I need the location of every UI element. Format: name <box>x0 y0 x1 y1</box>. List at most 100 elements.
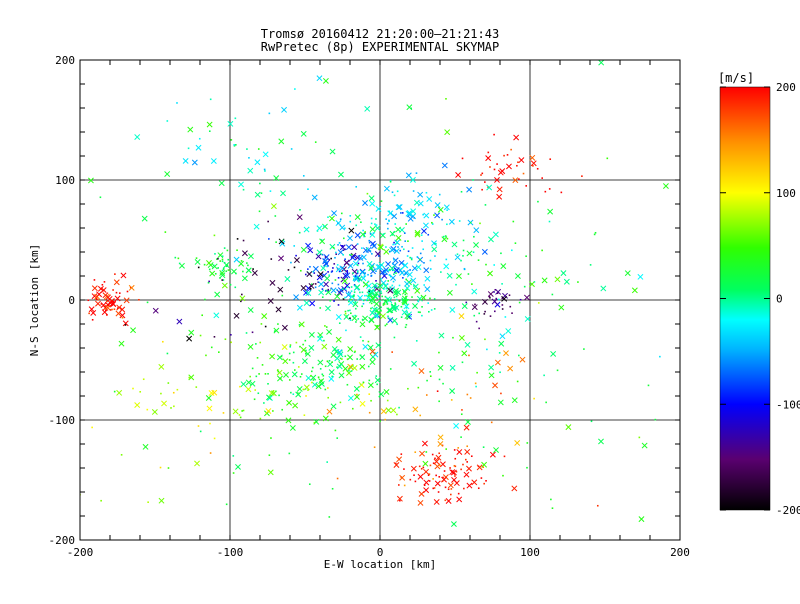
data-point-x <box>369 348 376 355</box>
data-point-dot <box>281 294 284 297</box>
data-point-dot <box>431 453 434 456</box>
data-point-dot <box>371 253 373 255</box>
data-point-dot <box>93 279 96 281</box>
data-point-x <box>624 270 631 277</box>
data-point-dot <box>378 295 381 298</box>
data-point-dot <box>393 258 395 261</box>
data-point-x <box>359 400 366 407</box>
data-point-x <box>419 450 425 457</box>
data-point-x <box>273 175 280 182</box>
data-point-x <box>401 288 408 295</box>
data-point-dot <box>91 318 94 321</box>
data-point-x <box>182 157 189 164</box>
data-point-dot <box>525 255 527 258</box>
data-point-dot <box>438 378 441 381</box>
data-point-dot <box>469 397 472 399</box>
data-point-x <box>450 521 457 528</box>
data-point-dot <box>497 298 500 301</box>
data-point-dot <box>213 437 216 440</box>
data-point-dot <box>335 251 337 254</box>
data-point-dot <box>482 466 485 469</box>
data-point-x <box>518 157 525 164</box>
data-point-x <box>214 291 221 298</box>
data-point-dot <box>404 326 407 329</box>
data-point-x <box>340 266 347 273</box>
data-point-x <box>336 363 343 370</box>
data-point-x <box>494 359 501 366</box>
data-point-dot <box>427 233 430 236</box>
data-point-dot <box>296 392 299 394</box>
data-point-x <box>446 289 453 296</box>
data-point-dot <box>342 288 344 291</box>
data-point-x <box>331 210 338 217</box>
data-point-dot <box>460 468 462 471</box>
data-point-x <box>386 307 393 314</box>
data-point-x <box>395 204 402 211</box>
data-point-dot <box>431 223 434 225</box>
data-point-dot <box>458 220 461 222</box>
data-point-x <box>446 272 453 279</box>
data-point-x <box>529 154 536 161</box>
data-point-dot <box>400 212 402 214</box>
data-point-dot <box>272 390 275 392</box>
data-point-dot <box>366 299 368 302</box>
data-point-x <box>375 342 382 349</box>
data-point-x <box>362 200 368 206</box>
data-point-dot <box>543 374 545 377</box>
data-point-dot <box>416 256 419 258</box>
data-point-x <box>254 191 261 198</box>
data-point-x <box>424 275 431 282</box>
data-point-x <box>541 277 548 284</box>
data-point-dot <box>466 461 469 463</box>
data-point-dot <box>439 464 441 467</box>
data-point-x <box>466 250 473 257</box>
data-point-x <box>513 134 520 141</box>
data-point-dot <box>322 374 325 377</box>
data-point-dot <box>356 272 359 275</box>
data-point-dot <box>164 231 167 233</box>
data-point-x <box>493 447 499 454</box>
data-point-x <box>495 288 502 295</box>
data-point-dot <box>267 220 269 223</box>
data-point-x <box>488 236 494 243</box>
data-point-dot <box>352 295 355 298</box>
data-point-x <box>329 148 336 155</box>
data-point-dot <box>550 498 552 501</box>
data-point-dot <box>442 382 444 385</box>
data-point-dot <box>367 291 370 294</box>
data-point-x <box>456 449 463 456</box>
data-point-x <box>443 204 450 211</box>
data-point-dot <box>510 148 512 151</box>
data-point-dot <box>496 163 498 165</box>
data-point-dot <box>375 270 377 272</box>
data-point-x <box>176 318 183 325</box>
data-point-dot <box>336 477 339 480</box>
data-point-dot <box>349 220 352 223</box>
data-point-dot <box>526 442 529 444</box>
data-point-x <box>389 247 396 253</box>
data-point-dot <box>380 306 382 309</box>
data-point-x <box>280 190 286 197</box>
data-point-x <box>405 172 412 179</box>
data-point-x <box>463 471 470 478</box>
data-point-dot <box>327 396 330 399</box>
data-point-dot <box>441 218 443 221</box>
data-point-dot <box>230 334 232 336</box>
data-point-dot <box>372 290 375 292</box>
data-point-x <box>249 380 256 387</box>
data-point-x <box>641 442 648 449</box>
data-point-dot <box>489 296 491 299</box>
data-point-dot <box>346 358 349 360</box>
data-point-dot <box>362 339 364 342</box>
data-point-dot <box>221 279 224 281</box>
data-point-dot <box>494 288 497 291</box>
data-point-x <box>232 408 239 415</box>
data-point-dot <box>349 317 351 320</box>
data-point-dot <box>391 284 394 287</box>
data-point-x <box>456 496 463 503</box>
data-point-dot <box>334 256 336 259</box>
data-point-dot <box>195 257 198 259</box>
data-point-dot <box>376 325 378 327</box>
data-point-dot <box>433 243 436 245</box>
data-point-dot <box>339 401 342 404</box>
